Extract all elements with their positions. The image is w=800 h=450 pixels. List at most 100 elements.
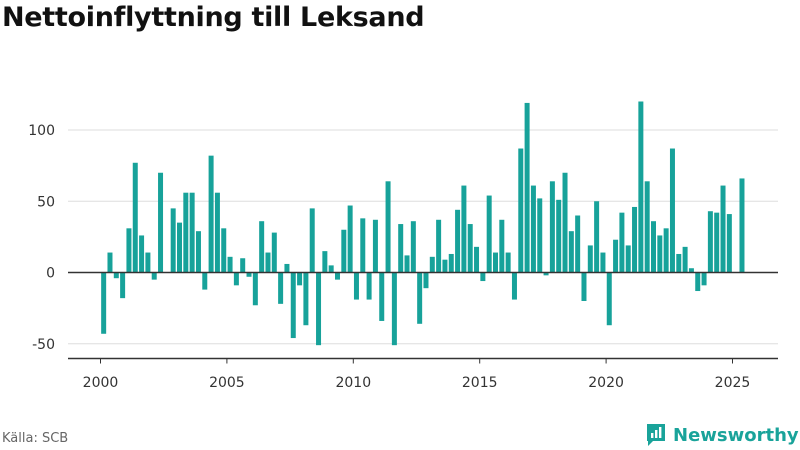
bar [524,102,530,273]
bar [410,221,416,273]
brand-logo: Newsworthy [645,421,799,449]
bar [676,253,682,273]
bar [625,245,631,273]
bar [606,272,612,326]
bar [480,272,486,282]
bar [651,221,656,273]
bar [455,209,461,273]
bar [530,185,536,273]
source-note: Källa: SCB [2,431,69,446]
bar [107,252,113,273]
x-tick-label: 2020 [588,375,624,391]
bar [252,272,258,306]
bar [177,222,182,273]
bar [663,228,669,273]
newsworthy-logo-icon [647,424,665,446]
bar [284,263,290,273]
bar [600,252,606,273]
bar [322,251,328,273]
bar [537,198,543,273]
bar [158,172,164,273]
bar [669,148,675,273]
bar [347,205,353,273]
bar [638,101,644,273]
bar [303,272,309,326]
x-tick-label: 2000 [83,375,119,391]
brand-name: Newsworthy [673,424,799,446]
bar [429,256,435,273]
y-tick-label: 100 [28,123,55,139]
bar [398,224,404,273]
bar [448,253,454,273]
bar [581,272,587,301]
bar [493,252,498,273]
bar [568,231,574,273]
x-tick-label: 2005 [209,375,245,391]
bar [309,208,315,273]
bar [328,265,334,273]
chart-title: Nettoinflyttning till Leksand [2,2,425,33]
bar [701,272,707,286]
bar [379,272,385,321]
bar [594,201,600,273]
bar [335,272,340,280]
bar [120,272,126,299]
bar [505,252,511,273]
bar [575,215,581,273]
bar [139,235,145,273]
bar [240,258,246,273]
bar [208,155,214,273]
bar [202,272,208,290]
bar [316,272,322,346]
bar [372,219,378,273]
bar [499,219,505,273]
bar [543,272,549,276]
bar [195,231,201,273]
bar [151,272,157,280]
bar [423,272,429,289]
bar [265,252,271,273]
bar [417,272,423,324]
bar [233,272,239,286]
bar [707,211,713,273]
y-tick-label: -50 [32,337,55,353]
bar [511,272,517,300]
bar [227,256,233,273]
bar [549,181,555,273]
bar [290,272,296,339]
bar [619,212,625,273]
bar [113,272,119,279]
bar [518,148,524,273]
bar [644,181,650,273]
x-tick-label: 2015 [462,375,498,391]
x-tick-label: 2025 [715,375,751,391]
bar [556,199,562,273]
bar [461,185,467,273]
bar [467,224,473,273]
bar [132,162,138,273]
bar [101,272,107,334]
bar [587,245,593,273]
bar [246,272,252,277]
bar [353,272,359,300]
bar [695,272,701,292]
bar [170,208,176,273]
bar [688,268,694,273]
bar [632,206,638,273]
bar [486,195,492,273]
y-tick-label: 50 [37,194,55,210]
bar [221,228,227,273]
bar [366,272,372,300]
bar [259,221,265,273]
bar [183,192,189,273]
bar [214,192,220,273]
bar [562,172,568,273]
bar [385,181,391,273]
bar [714,212,720,273]
bar [271,232,277,273]
bars [101,101,745,346]
bar [189,192,195,273]
x-tick-label: 2010 [335,375,371,391]
y-tick-label: 0 [46,266,55,282]
